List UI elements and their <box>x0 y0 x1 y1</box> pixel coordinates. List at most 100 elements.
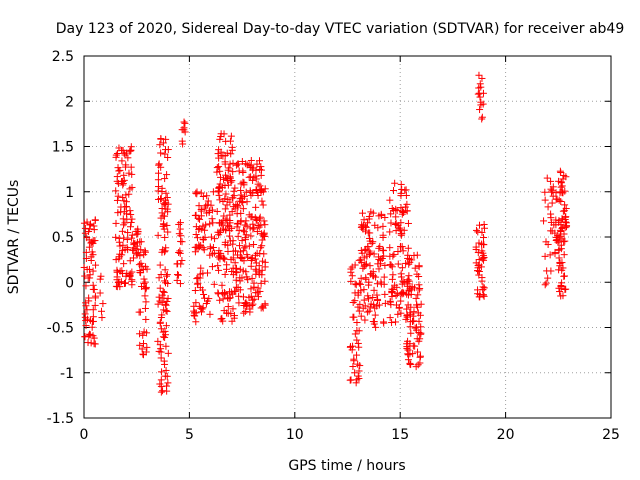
data-point <box>475 293 483 301</box>
x-axis-label: GPS time / hours <box>288 458 405 474</box>
data-point <box>261 301 269 309</box>
y-tick-label: 2.5 <box>52 49 74 65</box>
data-point <box>206 310 214 318</box>
data-point <box>476 80 484 88</box>
data-point <box>256 250 264 258</box>
data-point <box>400 278 408 286</box>
data-point <box>173 260 181 268</box>
data-point <box>206 251 214 259</box>
data-point <box>203 192 211 200</box>
data-point <box>156 284 164 292</box>
data-point <box>386 228 394 236</box>
data-point <box>220 130 228 138</box>
data-point <box>96 289 104 297</box>
data-point <box>127 143 135 151</box>
data-point <box>91 292 99 300</box>
data-point <box>244 276 252 284</box>
data-point <box>223 261 231 269</box>
data-point <box>115 234 123 242</box>
data-point <box>355 343 363 351</box>
data-point <box>220 175 228 183</box>
data-point <box>219 197 227 205</box>
data-point <box>355 307 363 315</box>
data-point <box>217 315 225 323</box>
data-point <box>161 333 169 341</box>
data-point <box>393 290 401 298</box>
data-point <box>359 304 367 312</box>
data-point <box>375 265 383 273</box>
data-point <box>373 291 381 299</box>
data-point <box>256 186 264 194</box>
data-point <box>211 235 219 243</box>
data-point <box>232 287 240 295</box>
data-point <box>137 246 145 254</box>
data-point <box>406 361 414 369</box>
data-point <box>417 300 425 308</box>
data-point <box>258 197 266 205</box>
data-point <box>243 300 251 308</box>
data-point <box>549 192 557 200</box>
data-point <box>127 223 135 231</box>
data-point <box>347 277 355 285</box>
data-point <box>379 222 387 230</box>
data-point <box>261 277 269 285</box>
data-point <box>411 264 419 272</box>
data-point <box>160 288 168 296</box>
data-point <box>370 318 378 326</box>
data-point <box>113 173 121 181</box>
data-point <box>222 226 230 234</box>
data-point <box>381 214 389 222</box>
data-point <box>249 300 257 308</box>
data-point <box>404 351 412 359</box>
data-point <box>404 219 412 227</box>
data-point <box>235 299 243 307</box>
data-point <box>365 247 373 255</box>
x-tick-label: 0 <box>80 427 89 443</box>
data-point <box>548 199 556 207</box>
data-point <box>136 238 144 246</box>
data-point <box>163 271 171 279</box>
data-point <box>162 366 170 374</box>
data-point <box>475 271 483 279</box>
data-point <box>224 303 232 311</box>
data-point <box>255 223 263 231</box>
data-point <box>236 254 244 262</box>
data-point <box>540 217 548 225</box>
data-point <box>249 176 257 184</box>
data-point <box>547 177 555 185</box>
data-point <box>89 306 97 314</box>
data-point <box>141 292 149 300</box>
data-point <box>398 289 406 297</box>
data-point <box>365 295 373 303</box>
data-point <box>373 302 381 310</box>
data-point <box>176 280 184 288</box>
data-point <box>97 272 105 280</box>
data-point <box>372 323 380 331</box>
data-point <box>160 357 168 365</box>
data-point <box>130 241 138 249</box>
data-point <box>364 219 372 227</box>
data-point <box>542 279 550 287</box>
data-point <box>162 342 170 350</box>
data-point <box>91 216 99 224</box>
data-point <box>178 256 186 264</box>
data-point <box>134 225 142 233</box>
data-point <box>557 197 565 205</box>
data-point <box>200 294 208 302</box>
data-point <box>403 340 411 348</box>
data-point <box>364 243 372 251</box>
data-point <box>475 71 483 79</box>
data-point <box>81 313 89 321</box>
data-point <box>250 295 258 303</box>
data-point <box>407 290 415 298</box>
data-point <box>406 309 414 317</box>
data-point <box>119 146 127 154</box>
data-point <box>472 259 480 267</box>
data-point <box>226 294 234 302</box>
data-point <box>229 305 237 313</box>
data-point <box>389 186 397 194</box>
data-point <box>400 226 408 234</box>
data-point <box>223 149 231 157</box>
data-point <box>197 304 205 312</box>
data-point <box>238 157 246 165</box>
